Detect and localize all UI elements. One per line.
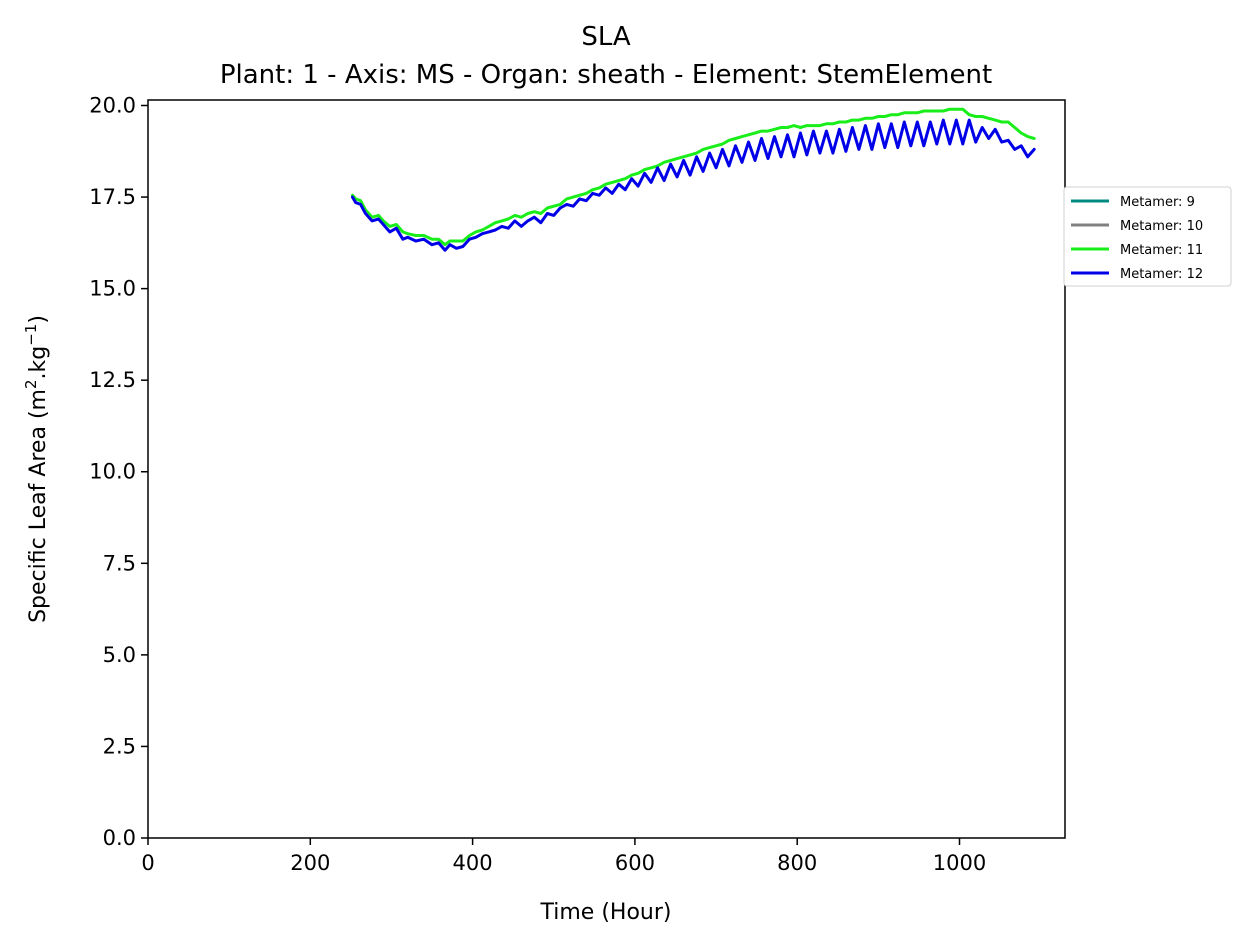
y-tick-label: 17.5 — [89, 185, 136, 209]
x-axis: 0 200 400 600 800 1000 — [141, 838, 986, 875]
legend: Metamer: 9 Metamer: 10 Metamer: 11 Metamer:… — [1063, 186, 1232, 287]
y-tick-label: 2.5 — [103, 734, 136, 758]
y-tick-label: 7.5 — [103, 551, 136, 575]
y-tick-label: 5.0 — [103, 643, 136, 667]
legend-label: Metamer: 12 — [1120, 267, 1203, 282]
y-axis-label-sup1: 2 — [22, 379, 40, 389]
chart-subtitle: Plant: 1 - Axis: MS - Organ: sheath - El… — [220, 60, 992, 90]
legend-box — [1063, 186, 1232, 287]
legend-label: Metamer: 11 — [1120, 243, 1203, 258]
x-tick-label: 1000 — [933, 851, 986, 875]
y-tick-label: 20.0 — [89, 93, 136, 117]
legend-label: Metamer: 10 — [1120, 219, 1203, 234]
legend-label: Metamer: 9 — [1120, 195, 1195, 210]
plot-area — [147, 99, 1066, 839]
y-tick-label: 10.0 — [89, 460, 136, 484]
y-axis-label: Specific Leaf Area (m2.kg−1) — [22, 315, 51, 623]
y-tick-label: 15.0 — [89, 277, 136, 301]
x-tick-label: 800 — [777, 851, 817, 875]
plot-background — [148, 100, 1065, 838]
y-axis-label-main: Specific Leaf Area (m — [26, 389, 51, 623]
x-tick-label: 0 — [141, 851, 154, 875]
series-line-metamer-11 — [351, 107, 1036, 247]
y-axis-label-sup2: −1 — [22, 324, 40, 346]
y-tick-label: 12.5 — [89, 368, 136, 392]
x-axis-label: Time (Hour) — [540, 900, 672, 925]
plot-frame — [147, 99, 1066, 839]
chart-title: SLA — [581, 22, 631, 52]
y-axis: 0.0 2.5 5.0 7.5 10.0 12.5 15.0 17.5 20.0 — [89, 93, 148, 850]
x-tick-label: 400 — [453, 851, 493, 875]
x-tick-label: 600 — [615, 851, 655, 875]
series-layer — [351, 107, 1036, 252]
series-line-metamer-12 — [351, 118, 1036, 252]
y-axis-label-end: ) — [26, 315, 51, 324]
y-tick-label: 0.0 — [103, 826, 136, 850]
x-tick-label: 200 — [290, 851, 330, 875]
y-axis-label-mid: .kg — [26, 346, 51, 380]
